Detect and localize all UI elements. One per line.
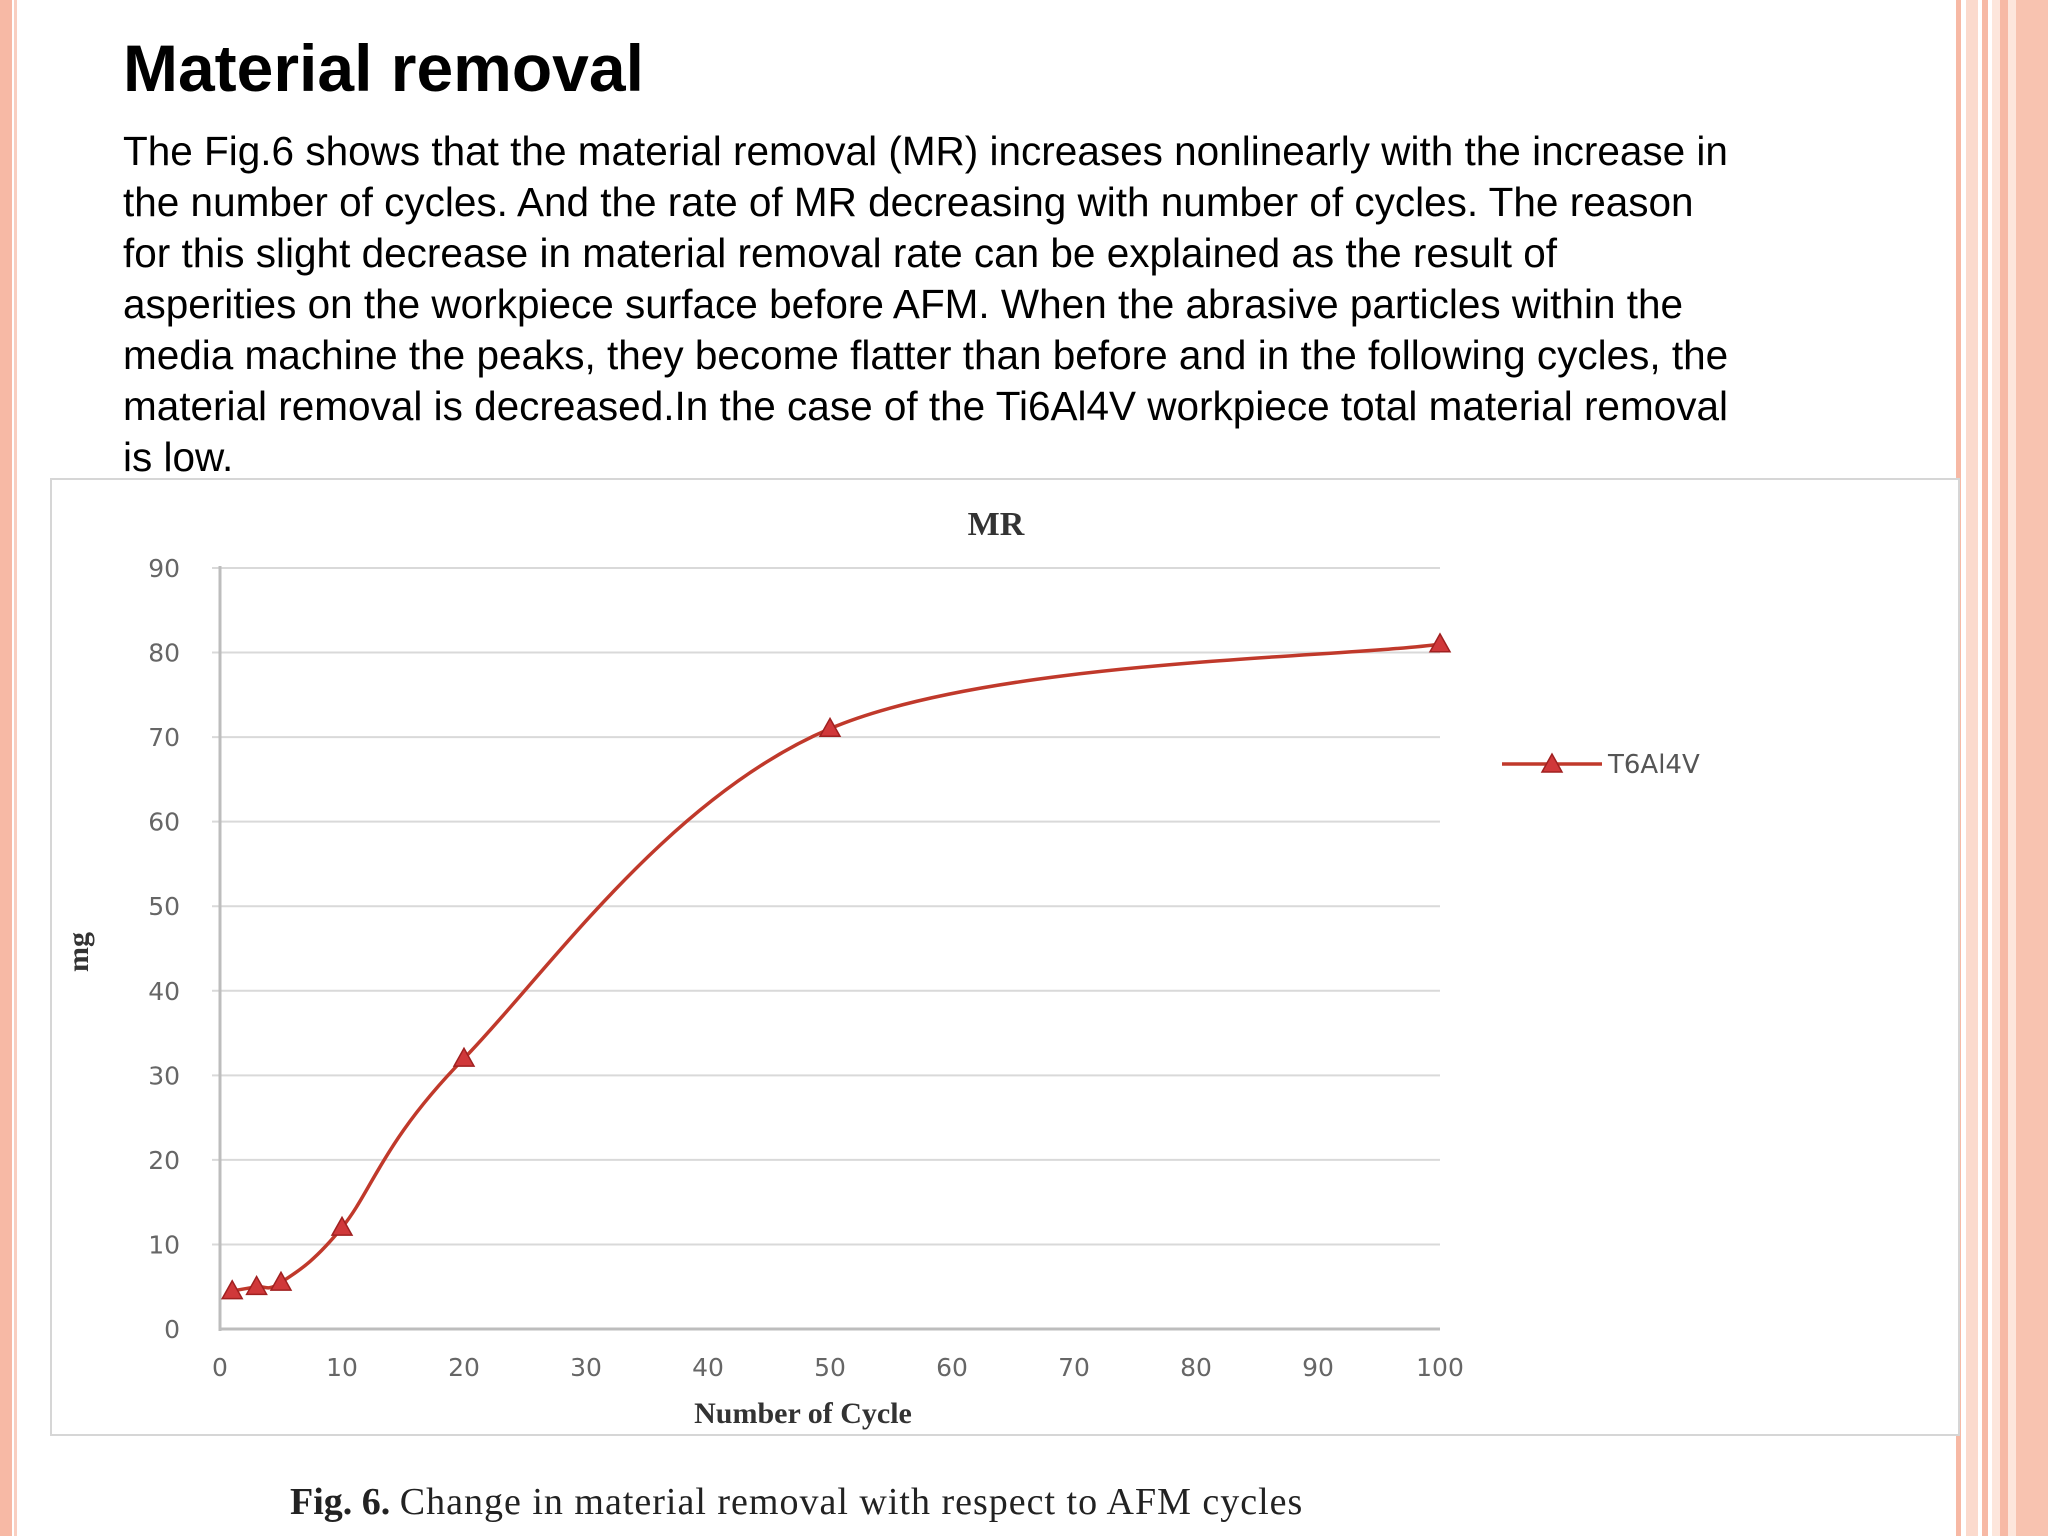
chart-container: 0 10 20 30 40 50 60 70 80 90 0 10 20 30 40 50 60 70 80 90 10… [50, 478, 1960, 1436]
y-tick-label-20: 20 [148, 1146, 180, 1175]
slide-title: Material removal [123, 31, 644, 105]
chart-title: MR [968, 506, 1025, 543]
data-point-marker [269, 1270, 293, 1291]
x-tick-label-60: 60 [936, 1353, 968, 1382]
slide-frame-left-inner [14, 0, 17, 1536]
y-tick-label-40: 40 [148, 977, 180, 1006]
slide-frame-right-stripe-b [1966, 0, 1978, 1536]
y-tick-label-0: 0 [164, 1315, 180, 1344]
y-tick-label-70: 70 [148, 723, 180, 752]
slide-frame-left [0, 0, 12, 1536]
figure-caption-text: Change in material removal with respect … [399, 1481, 1304, 1523]
slide-frame-right-stripe-c [1982, 0, 1988, 1536]
data-point-marker [1428, 632, 1452, 653]
data-point-marker [245, 1274, 268, 1296]
y-tick-label-60: 60 [148, 808, 180, 837]
data-point-marker [330, 1215, 354, 1236]
y-tick-label-50: 50 [148, 892, 180, 921]
x-tick-label-10: 10 [326, 1353, 358, 1382]
figure-caption-label: Fig. 6. [290, 1481, 391, 1523]
legend-marker-0 [1540, 752, 1564, 773]
x-tick-label-90: 90 [1302, 1353, 1334, 1382]
x-tick-label-80: 80 [1180, 1353, 1212, 1382]
series-line-0 [231, 642, 1441, 1293]
x-tick-label-50: 50 [814, 1353, 846, 1382]
x-tick-label-0: 0 [212, 1353, 228, 1382]
legend-label-0: T6Al4V [1607, 750, 1700, 780]
data-point-marker [818, 716, 842, 738]
y-tick-label-90: 90 [148, 554, 180, 583]
y-tick-label-10: 10 [148, 1230, 180, 1259]
x-tick-label-70: 70 [1058, 1353, 1090, 1382]
y-tick-label-80: 80 [148, 639, 180, 668]
data-point-marker [452, 1046, 476, 1067]
x-tick-label-20: 20 [448, 1353, 480, 1382]
slide-body-text: The Fig.6 shows that the material remova… [123, 128, 1729, 476]
x-tick-label-40: 40 [692, 1353, 724, 1382]
mr-chart: 0 10 20 30 40 50 60 70 80 90 0 10 20 30 40 50 60 70 80 90 10… [62, 506, 1700, 1430]
x-tick-label-30: 30 [570, 1353, 602, 1382]
y-axis-label: mg [62, 932, 95, 972]
slide-frame-right-stripe-f [2016, 0, 2048, 1536]
x-tick-label-100: 100 [1416, 1353, 1464, 1382]
x-axis-label: Number of Cycle [694, 1397, 912, 1430]
y-tick-label-30: 30 [148, 1061, 180, 1090]
figure-caption: Fig. 6. Change in material removal with … [290, 1480, 1303, 1524]
slide-frame-right-stripe-e [2000, 0, 2008, 1536]
data-point-marker [220, 1279, 244, 1300]
